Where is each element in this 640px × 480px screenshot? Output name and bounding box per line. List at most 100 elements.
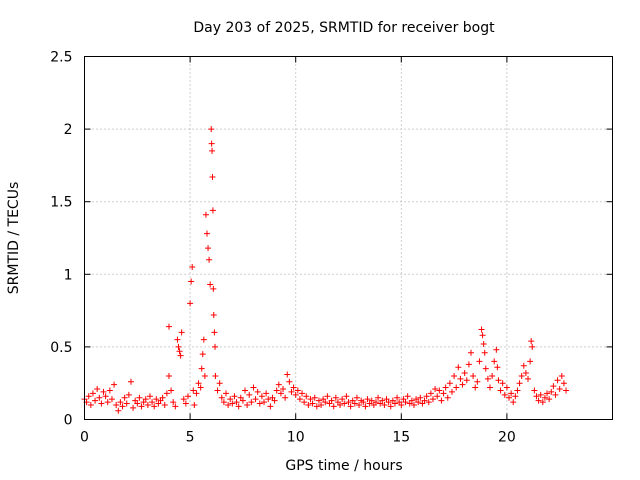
data-point [235,403,242,410]
data-point [453,384,460,391]
data-point [554,377,561,384]
data-point [182,400,189,407]
data-point [153,396,160,403]
data-point [125,391,132,398]
data-point [205,245,212,252]
data-point [343,393,350,400]
data-point [223,390,230,397]
data-point [438,397,445,404]
data-point [115,407,122,414]
data-point [465,361,472,368]
data-point [434,393,441,400]
data-point [227,396,234,403]
data-point [518,372,525,379]
data-point [362,403,369,410]
data-point [210,311,217,318]
data-point [134,400,141,407]
data-point [510,399,517,406]
data-point [211,329,218,336]
data-point [442,384,449,391]
data-point [313,403,320,410]
data-point [487,384,494,391]
data-point [351,400,358,407]
data-point [248,399,255,406]
data-point [404,393,411,400]
data-point [184,393,191,400]
x-tick-label: 0 [80,430,89,446]
data-point [290,384,297,391]
data-point [144,401,151,408]
data-point [552,391,559,398]
data-point [531,387,538,394]
data-point [560,380,567,387]
data-point [385,399,392,406]
y-tick-label: 1.5 [50,195,72,211]
data-point [193,390,200,397]
data-point [425,399,432,406]
data-point [197,384,204,391]
data-point [203,230,210,237]
data-point [123,400,130,407]
data-point [208,126,215,133]
data-point [528,338,535,345]
data-point [550,383,557,390]
chart-title: Day 203 of 2025, SRMTID for receiver bog… [193,20,495,36]
y-tick-label: 0.5 [50,340,72,356]
data-point [198,365,205,372]
data-point [527,358,534,365]
data-point [172,403,179,410]
data-point [360,399,367,406]
data-point [254,388,261,395]
data-point [96,394,103,401]
data-point [282,394,289,401]
data-point [202,211,209,218]
data-point [252,396,259,403]
x-tick-label: 20 [498,430,516,446]
data-point [451,372,458,379]
data-point [470,372,477,379]
y-tick-label: 1 [64,267,73,283]
data-point [372,399,379,406]
data-point [461,370,468,377]
data-point [481,349,488,356]
data-point [161,401,168,408]
data-point [529,343,536,350]
data-point [130,404,137,411]
data-point [209,174,216,181]
data-point [474,378,481,385]
data-point [231,393,238,400]
data-point [525,375,532,382]
data-point [444,394,451,401]
data-point [165,323,172,330]
data-point [176,348,183,355]
data-point [301,399,308,406]
data-point [491,358,498,365]
data-point [423,393,430,400]
data-point [229,400,236,407]
x-tick-labels: 0 5 10 15 20 [80,430,516,446]
x-tick-label: 5 [186,430,195,446]
data-point [242,387,249,394]
data-point [315,397,322,404]
y-tick-label: 0 [64,413,73,429]
data-point [201,372,208,379]
data-point [267,403,274,410]
data-point [415,399,422,406]
data-point [546,396,553,403]
data-point [299,390,306,397]
data-point [188,278,195,285]
data-point [178,329,185,336]
data-point [307,396,314,403]
data-point [214,387,221,394]
data-point [305,401,312,408]
data-point [472,384,479,391]
data-point [275,381,282,388]
data-points [81,126,570,414]
data-point [210,285,217,292]
data-point [341,400,348,407]
data-point [85,393,92,400]
data-point [149,399,156,406]
x-tick-label: 10 [287,430,305,446]
data-point [467,349,474,356]
